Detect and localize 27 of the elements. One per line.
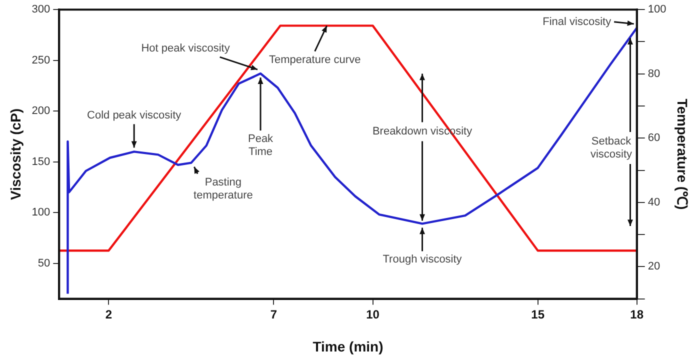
y-tick-label: 50: [38, 257, 50, 270]
x-tick-label: 15: [531, 307, 545, 322]
x-tick-label: 7: [270, 307, 278, 322]
y-tick-label: 150: [32, 156, 50, 168]
y2-tick-label: 60: [648, 132, 660, 144]
annotation: Peak Time: [248, 133, 274, 158]
annotation: Final viscosity: [542, 16, 612, 28]
y2-tick-label: 80: [648, 68, 660, 80]
y2-tick-label: 40: [648, 196, 660, 208]
annotation: Setback viscosity: [590, 136, 633, 161]
y2-tick-label: 100: [648, 4, 666, 16]
annotation: Pasting temperature: [194, 176, 253, 202]
y2-axis-title: Temperature (℃): [674, 98, 691, 210]
y2-tick-label: 20: [648, 260, 660, 273]
x-tick-label: 2: [105, 307, 112, 322]
y-tick-label: 100: [32, 206, 50, 219]
y-tick-label: 250: [32, 54, 50, 66]
x-axis-title: Time (min): [312, 338, 384, 354]
y-tick-label: 300: [32, 4, 50, 16]
annotation: Trough viscosity: [382, 254, 462, 266]
annotation: Hot peak viscosity: [141, 42, 230, 55]
y-axis-title: Viscosity (cP): [7, 108, 24, 200]
x-tick-label: 10: [366, 307, 380, 322]
annotation: Temperature curve: [268, 54, 361, 66]
x-tick-label: 18: [630, 307, 644, 322]
y-tick-label: 200: [32, 105, 50, 118]
annotation: Cold peak viscosity: [87, 110, 182, 122]
